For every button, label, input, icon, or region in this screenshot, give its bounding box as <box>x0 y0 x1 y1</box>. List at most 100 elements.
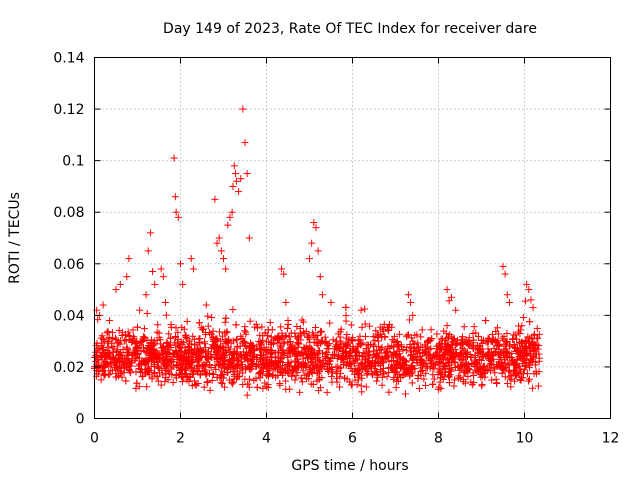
data-point <box>324 353 332 361</box>
data-point <box>526 375 534 383</box>
data-point <box>479 336 487 344</box>
data-point <box>516 350 524 358</box>
data-point <box>318 374 326 382</box>
data-point <box>482 351 490 359</box>
data-point <box>415 385 423 393</box>
data-point <box>243 170 251 178</box>
data-point <box>493 379 501 387</box>
data-point <box>203 379 211 387</box>
data-point <box>259 384 267 392</box>
data-point <box>173 339 181 347</box>
data-point <box>503 348 511 356</box>
data-point <box>297 336 305 344</box>
data-point <box>155 351 163 359</box>
data-point <box>527 296 535 304</box>
data-point <box>417 333 425 341</box>
data-point <box>212 348 220 356</box>
data-point <box>298 378 306 386</box>
data-point <box>139 333 147 341</box>
data-point <box>503 349 511 357</box>
data-point <box>172 333 180 341</box>
data-point <box>163 362 171 370</box>
data-point <box>503 380 511 388</box>
data-point <box>503 330 511 338</box>
data-point <box>317 327 325 335</box>
data-point <box>522 343 530 351</box>
data-point <box>155 364 163 372</box>
data-point <box>323 388 331 396</box>
data-point <box>376 346 384 354</box>
data-point <box>266 346 274 354</box>
data-point <box>217 247 225 255</box>
data-point <box>277 335 285 343</box>
data-point <box>436 352 444 360</box>
data-point <box>487 355 495 363</box>
data-point <box>422 360 430 368</box>
data-point <box>355 371 363 379</box>
data-point <box>422 369 430 377</box>
data-point <box>445 372 453 380</box>
data-point <box>265 373 273 381</box>
data-point <box>336 373 344 381</box>
data-point <box>307 380 315 388</box>
data-point <box>315 387 323 395</box>
data-point <box>221 383 229 391</box>
data-point <box>170 154 178 162</box>
data-point <box>165 346 173 354</box>
data-point <box>139 372 147 380</box>
data-point <box>530 370 538 378</box>
data-point <box>253 383 261 391</box>
data-point <box>174 328 182 336</box>
data-point <box>115 326 123 334</box>
y-axis-label: ROTI / TECUs <box>7 192 23 284</box>
data-point <box>174 213 182 221</box>
data-point <box>515 362 523 370</box>
data-point <box>494 342 502 350</box>
data-point <box>480 362 488 370</box>
data-point <box>325 340 333 348</box>
data-point <box>204 322 212 330</box>
data-point <box>123 273 131 281</box>
data-point <box>383 373 391 381</box>
data-point <box>508 356 516 364</box>
data-point <box>342 334 350 342</box>
data-point <box>99 366 107 374</box>
data-point <box>127 362 135 370</box>
data-point <box>499 364 507 372</box>
data-point <box>353 381 361 389</box>
data-point <box>115 351 123 359</box>
data-point <box>132 384 140 392</box>
data-point <box>293 322 301 330</box>
data-point <box>354 376 362 384</box>
data-point <box>403 331 411 339</box>
data-point <box>437 374 445 382</box>
data-point <box>202 331 210 339</box>
data-point <box>369 332 377 340</box>
data-point <box>452 306 460 314</box>
data-point <box>477 368 485 376</box>
data-point <box>303 375 311 383</box>
data-point <box>492 328 500 336</box>
data-point <box>371 353 379 361</box>
data-point <box>409 356 417 364</box>
data-point <box>425 346 433 354</box>
data-point <box>456 350 464 358</box>
data-point <box>173 361 181 369</box>
data-point <box>452 340 460 348</box>
data-point <box>346 378 354 386</box>
data-point <box>187 255 195 263</box>
data-point <box>97 376 105 384</box>
data-point <box>103 359 111 367</box>
data-point <box>215 360 223 368</box>
data-point <box>386 321 394 329</box>
data-point <box>143 309 151 317</box>
data-point <box>396 363 404 371</box>
data-point <box>120 364 128 372</box>
chart-title: Day 149 of 2023, Rate Of TEC Index for r… <box>163 21 537 37</box>
data-point <box>172 374 180 382</box>
data-point <box>268 361 276 369</box>
data-point <box>407 352 415 360</box>
data-point <box>372 327 380 335</box>
data-point <box>294 340 302 348</box>
data-point <box>406 372 414 380</box>
